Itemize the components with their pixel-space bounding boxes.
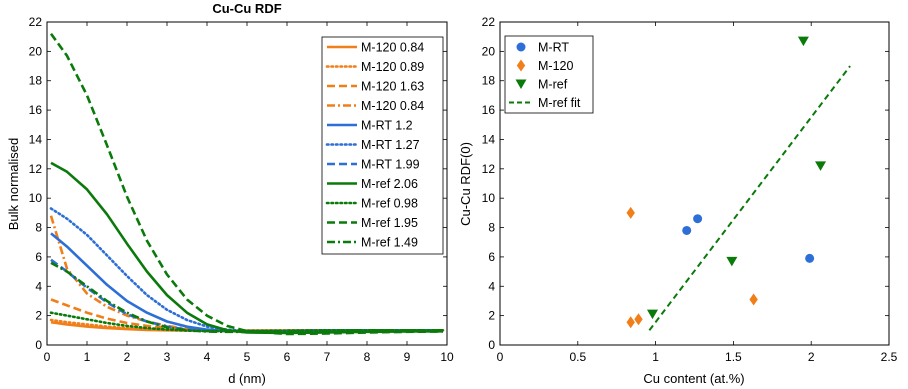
y-axis-label: Bulk normalised [6,138,21,231]
y-tick-label-r: 6 [488,250,495,264]
data-point-m-120-1 [626,206,635,219]
legend-swatch-r-3 [515,79,527,89]
y-tick-label: 12 [29,162,43,176]
legend-swatch-r-1 [516,42,526,52]
y-tick-label: 20 [29,44,43,58]
x-tick-label: 5 [244,350,251,364]
legend-label-6: M-RT 1.27 [361,138,420,152]
x-tick-label: 8 [364,350,371,364]
legend-label-7: M-RT 1.99 [361,158,420,172]
y-axis-ticks-right: 0 2 4 6 8 10 12 14 16 18 20 22 [482,15,889,352]
y-tick-label: 18 [29,74,43,88]
legend-label-8: M-ref 2.06 [361,177,418,191]
y-axis-label-right: Cu-Cu RDF(0) [458,142,473,226]
scatter-points-group [626,36,851,331]
y-tick-label-r: 4 [488,279,495,293]
y-tick-label: 6 [35,250,42,264]
fit-line-m-ref-fit [648,65,851,331]
y-tick-label: 8 [35,221,42,235]
y-tick-label-r: 18 [482,74,496,88]
legend-label-r-3: M-ref [538,78,568,92]
x-tick-label: 10 [440,350,454,364]
y-axis-ticks: 0 2 4 6 8 10 12 14 16 18 20 22 [29,15,447,352]
x-tick-label-r: 2.5 [881,350,898,364]
legend-label-r-4: M-ref fit [538,96,581,110]
x-tick-label-r: 0.5 [569,350,586,364]
x-tick-label-r: 0 [497,350,504,364]
x-tick-label-r: 1 [652,350,659,364]
y-tick-label-r: 8 [488,221,495,235]
legend-swatch-r-2 [516,59,526,72]
data-point-m-ref-2 [726,256,738,267]
y-tick-label: 2 [35,309,42,323]
legend-label-11: M-ref 1.49 [361,236,418,250]
y-tick-label: 0 [35,338,42,352]
data-point-m-ref-1 [646,309,658,320]
data-point-m-120-2 [626,316,635,329]
legend-label-9: M-ref 0.98 [361,197,418,211]
y-tick-label-r: 22 [482,15,496,29]
data-point-m-120-4 [749,293,758,306]
x-axis-ticks: 0 1 2 3 4 5 6 7 8 9 10 [44,22,454,364]
plot-area-frame-right [499,21,890,346]
legend-label-2: M-120 0.89 [361,60,424,74]
x-tick-label: 1 [84,350,91,364]
data-point-m-ref-3 [797,36,809,47]
y-tick-label: 14 [29,132,43,146]
y-tick-label-r: 16 [482,103,496,117]
y-tick-label-r: 10 [482,191,496,205]
series-line-11-m-ref-1-49 [50,261,443,334]
x-axis-label-right: Cu content (at.%) [643,371,744,386]
y-tick-label: 10 [29,191,43,205]
legend-label-1: M-120 0.84 [361,41,424,55]
x-tick-label: 0 [44,350,51,364]
data-point-m-rt-1 [682,225,692,235]
data-point-m-rt-3 [805,253,815,263]
y-tick-label-r: 12 [482,162,496,176]
rdf0-scatter-chart: 0 0.5 1 1.5 2 2.5 0 2 4 6 8 10 12 14 16 18 20 22 Cu cont… [458,15,898,386]
y-tick-label: 16 [29,103,43,117]
x-axis-label: d (nm) [228,371,266,386]
x-tick-label: 7 [324,350,331,364]
x-tick-label: 2 [124,350,131,364]
y-tick-label: 4 [35,279,42,293]
y-tick-label: 22 [29,15,43,29]
chart-title: Cu-Cu RDF [212,1,281,16]
y-tick-label-r: 20 [482,44,496,58]
legend-right: M-RT M-120 M-ref M-ref fit [504,35,594,114]
x-axis-ticks-right: 0 0.5 1 1.5 2 2.5 [497,22,898,364]
data-point-m-rt-2 [693,214,703,224]
x-tick-label: 9 [404,350,411,364]
x-tick-label-r: 1.5 [725,350,742,364]
y-tick-label-r: 0 [488,338,495,352]
x-tick-label: 4 [204,350,211,364]
data-point-m-ref-4 [815,161,827,171]
x-tick-label: 3 [164,350,171,364]
data-point-m-120-3 [634,313,643,326]
x-tick-label-r: 2 [808,350,815,364]
legend-label-5: M-RT 1.2 [361,119,413,133]
line-series-group [49,32,445,336]
legend-label-r-2: M-120 [538,59,573,73]
y-tick-label-r: 2 [488,309,495,323]
legend-label-3: M-120 1.63 [361,80,424,94]
legend: M-120 0.84 M-120 0.89 M-120 1.63 M-120 0.84… [321,36,444,255]
rdf-line-chart: Cu-Cu RDF 0 1 2 3 4 5 6 7 8 9 10 02468101214161820… [6,1,454,386]
legend-label-4: M-120 0.84 [361,99,424,113]
series-line-10-m-ref-1-95 [49,32,444,336]
x-tick-label: 6 [284,350,291,364]
y-tick-label-r: 14 [482,132,496,146]
legend-label-10: M-ref 1.95 [361,216,418,230]
legend-label-r-1: M-RT [538,41,569,55]
